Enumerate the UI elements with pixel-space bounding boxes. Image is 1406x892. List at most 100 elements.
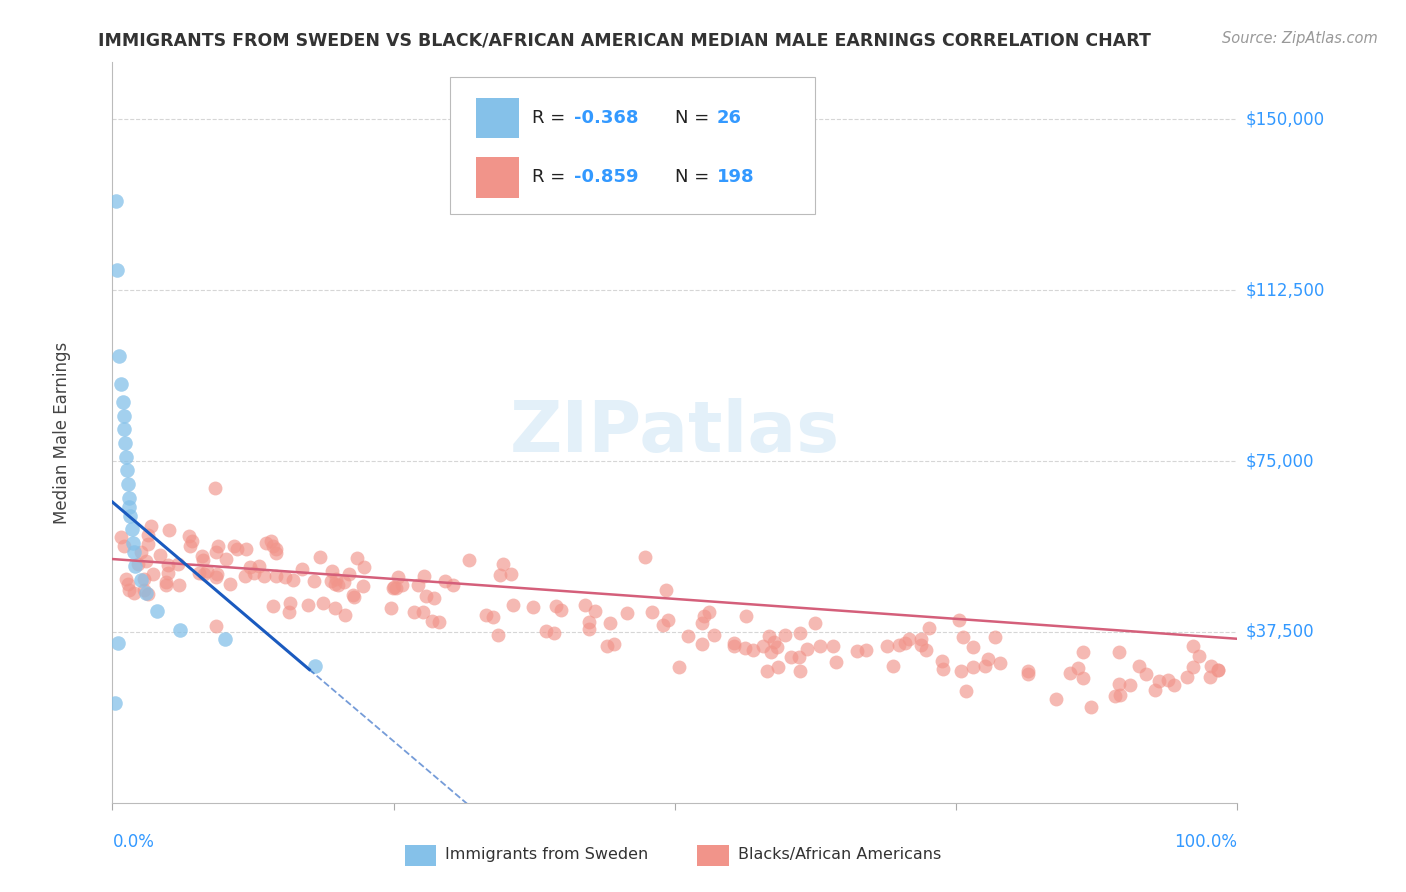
Point (492, 557, 515, 571)
Point (502, 598, 524, 612)
Point (114, 572, 136, 586)
FancyBboxPatch shape (405, 845, 436, 866)
Point (882, 659, 904, 673)
Point (325, 572, 347, 586)
Text: -0.859: -0.859 (574, 169, 638, 186)
Point (977, 652, 1000, 666)
Point (297, 598, 319, 612)
Point (207, 539, 229, 553)
Point (264, 569, 287, 583)
Point (948, 613, 970, 627)
Point (326, 578, 349, 592)
Point (179, 539, 201, 553)
Point (543, 626, 565, 640)
Point (616, 606, 638, 620)
Point (121, 523, 143, 537)
Point (931, 654, 953, 668)
Point (214, 632, 236, 646)
Point (112, 409, 135, 423)
Text: 26: 26 (717, 109, 741, 127)
Text: $37,500: $37,500 (1246, 623, 1315, 641)
Point (918, 621, 941, 635)
Point (382, 580, 405, 594)
Point (117, 476, 139, 491)
Point (962, 659, 984, 673)
Point (309, 550, 332, 565)
Point (132, 582, 155, 597)
Point (634, 549, 657, 564)
Point (333, 575, 356, 590)
Point (124, 558, 146, 573)
Point (266, 546, 288, 560)
Point (167, 578, 190, 592)
Point (889, 638, 911, 652)
Point (136, 587, 159, 601)
Point (321, 564, 343, 578)
Point (823, 639, 845, 653)
Point (651, 617, 673, 632)
Point (703, 628, 725, 642)
Point (984, 630, 1007, 644)
Point (780, 650, 803, 665)
Point (1206, 663, 1229, 677)
Point (136, 527, 159, 541)
Point (382, 581, 405, 595)
Point (404, 605, 426, 619)
Point (668, 660, 690, 674)
Point (974, 659, 997, 673)
Point (129, 573, 152, 587)
Point (804, 616, 827, 631)
FancyBboxPatch shape (475, 157, 519, 197)
Point (578, 622, 600, 636)
Point (962, 640, 984, 655)
FancyBboxPatch shape (697, 845, 728, 866)
Point (474, 607, 496, 622)
Point (323, 576, 346, 591)
Point (690, 615, 713, 630)
Point (1206, 663, 1229, 677)
Point (157, 523, 180, 537)
Point (204, 618, 226, 632)
FancyBboxPatch shape (475, 97, 519, 138)
Text: 198: 198 (717, 169, 754, 186)
Point (1119, 678, 1142, 692)
Text: 100.0%: 100.0% (1174, 833, 1237, 851)
Point (105, 262, 128, 277)
Point (1017, 666, 1039, 681)
Point (1144, 682, 1167, 697)
Point (522, 599, 544, 614)
Point (855, 643, 877, 657)
Point (177, 529, 200, 543)
Point (735, 608, 758, 623)
Point (107, 636, 129, 650)
Point (1199, 659, 1222, 673)
Point (142, 567, 165, 582)
Point (482, 610, 505, 624)
Point (486, 627, 509, 641)
Point (121, 536, 143, 550)
Point (808, 639, 831, 653)
Point (1071, 645, 1094, 659)
Point (114, 435, 136, 450)
Point (723, 640, 745, 654)
Point (387, 570, 409, 584)
Text: N =: N = (675, 109, 714, 127)
Point (766, 640, 789, 654)
Point (1104, 689, 1126, 703)
Point (169, 623, 191, 637)
Point (122, 585, 145, 599)
Point (412, 606, 434, 620)
Point (759, 644, 782, 658)
Point (239, 560, 262, 574)
Point (380, 600, 402, 615)
Text: 0.0%: 0.0% (112, 833, 155, 851)
FancyBboxPatch shape (450, 78, 815, 214)
Point (723, 636, 745, 650)
Point (110, 376, 132, 391)
Point (1198, 669, 1220, 683)
Point (149, 548, 172, 562)
Point (117, 576, 139, 591)
Text: -0.368: -0.368 (574, 109, 638, 127)
Point (335, 607, 357, 622)
Point (243, 566, 266, 580)
